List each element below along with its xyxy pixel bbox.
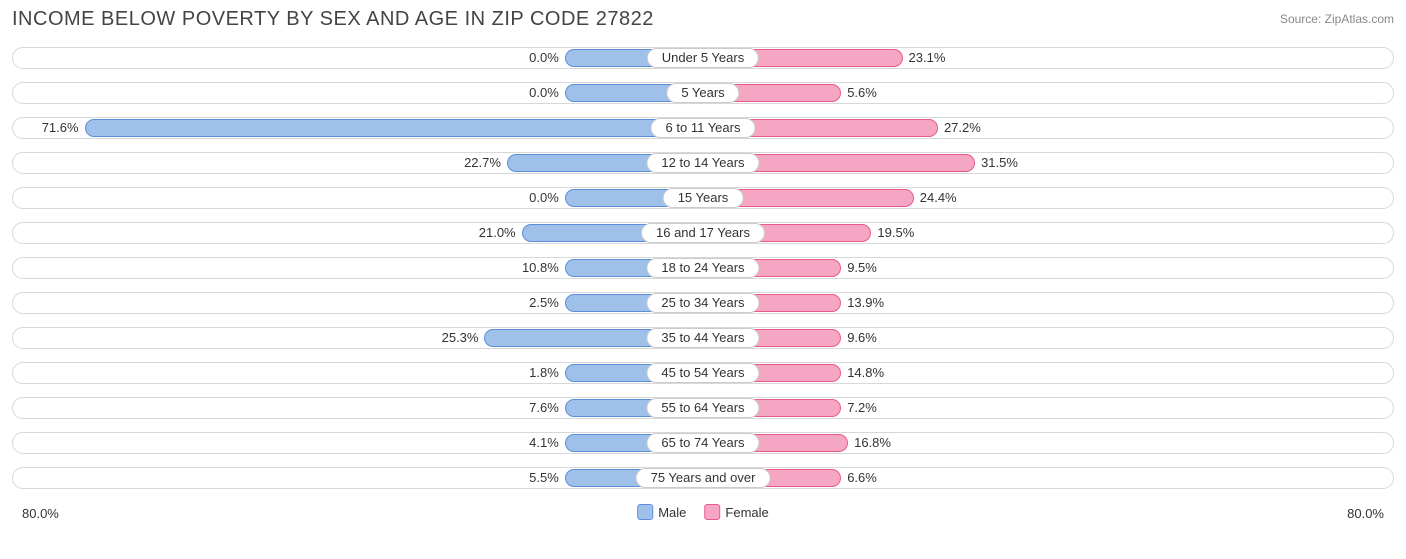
legend-item-female: Female [704,504,768,520]
value-label-female: 6.6% [847,468,877,488]
value-label-female: 24.4% [920,188,957,208]
chart-row: 0.0% 24.4% 15 Years [12,181,1394,214]
value-label-female: 23.1% [909,48,946,68]
value-label-male: 7.6% [529,398,559,418]
value-label-male: 4.1% [529,433,559,453]
chart-row: 2.5% 13.9% 25 to 34 Years [12,286,1394,319]
category-label: 25 to 34 Years [646,293,759,313]
chart-row: 4.1% 16.8% 65 to 74 Years [12,426,1394,459]
category-label: 45 to 54 Years [646,363,759,383]
chart-row: 10.8% 9.5% 18 to 24 Years [12,251,1394,284]
value-label-male: 2.5% [529,293,559,313]
value-label-female: 14.8% [847,363,884,383]
axis-label-right: 80.0% [1347,506,1384,521]
value-label-male: 10.8% [522,258,559,278]
value-label-female: 16.8% [854,433,891,453]
value-label-female: 5.6% [847,83,877,103]
chart-title: INCOME BELOW POVERTY BY SEX AND AGE IN Z… [12,8,654,31]
chart-row: 21.0% 19.5% 16 and 17 Years [12,216,1394,249]
value-label-female: 9.5% [847,258,877,278]
axis-label-left: 80.0% [22,506,59,521]
value-label-female: 13.9% [847,293,884,313]
value-label-female: 27.2% [944,118,981,138]
category-label: 16 and 17 Years [641,223,765,243]
chart-row: 1.8% 14.8% 45 to 54 Years [12,356,1394,389]
value-label-male: 22.7% [464,153,501,173]
category-label: 12 to 14 Years [646,153,759,173]
value-label-male: 25.3% [442,328,479,348]
chart-row: 7.6% 7.2% 55 to 64 Years [12,391,1394,424]
chart-row: 25.3% 9.6% 35 to 44 Years [12,321,1394,354]
chart-container: INCOME BELOW POVERTY BY SEX AND AGE IN Z… [0,0,1406,559]
chart-header: INCOME BELOW POVERTY BY SEX AND AGE IN Z… [12,8,1394,31]
chart-row: 0.0% 23.1% Under 5 Years [12,41,1394,74]
value-label-male: 0.0% [529,188,559,208]
value-label-male: 71.6% [42,118,79,138]
chart-footer: 80.0% Male Female 80.0% [12,496,1394,536]
bar-male [85,119,703,137]
chart-row: 5.5% 6.6% 75 Years and over [12,461,1394,494]
value-label-male: 1.8% [529,363,559,383]
chart-legend: Male Female [637,504,769,520]
legend-label-male: Male [658,505,686,520]
value-label-female: 19.5% [877,223,914,243]
female-swatch [704,504,720,520]
category-label: 65 to 74 Years [646,433,759,453]
value-label-female: 9.6% [847,328,877,348]
category-label: 5 Years [666,83,739,103]
category-label: 15 Years [663,188,744,208]
category-label: Under 5 Years [647,48,759,68]
chart-row: 71.6% 27.2% 6 to 11 Years [12,111,1394,144]
value-label-male: 5.5% [529,468,559,488]
value-label-male: 0.0% [529,48,559,68]
category-label: 18 to 24 Years [646,258,759,278]
category-label: 75 Years and over [636,468,771,488]
chart-source: Source: ZipAtlas.com [1280,12,1394,26]
value-label-female: 31.5% [981,153,1018,173]
legend-label-female: Female [725,505,768,520]
chart-rows: 0.0% 23.1% Under 5 Years 0.0% 5.6% 5 Years 71.… [12,41,1394,494]
value-label-male: 0.0% [529,83,559,103]
category-label: 6 to 11 Years [651,118,756,138]
value-label-female: 7.2% [847,398,877,418]
category-label: 55 to 64 Years [646,398,759,418]
category-label: 35 to 44 Years [646,328,759,348]
chart-row: 0.0% 5.6% 5 Years [12,76,1394,109]
legend-item-male: Male [637,504,686,520]
male-swatch [637,504,653,520]
value-label-male: 21.0% [479,223,516,243]
chart-row: 22.7% 31.5% 12 to 14 Years [12,146,1394,179]
